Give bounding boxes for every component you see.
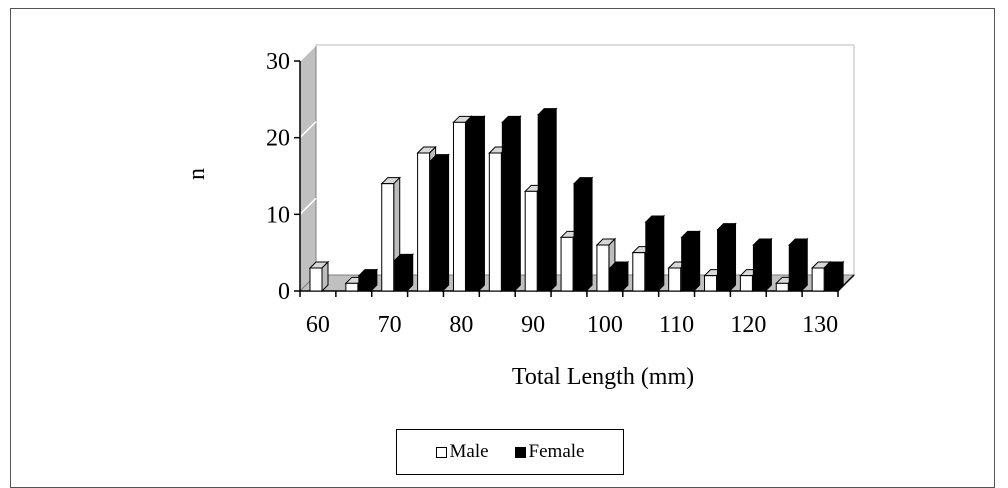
bar-female <box>752 237 773 293</box>
bar-female <box>644 214 666 293</box>
bar-female <box>788 237 809 293</box>
y-tick-label: 20 <box>266 126 290 152</box>
legend-label-male: Male <box>449 441 489 462</box>
male-swatch <box>435 446 447 458</box>
bar-male <box>380 176 401 293</box>
x-tick-label: 70 <box>378 312 402 338</box>
bar-male <box>308 260 330 293</box>
bar-female <box>823 260 845 293</box>
bar-female <box>429 153 450 293</box>
y-axis-title: n <box>184 168 210 180</box>
bar-female <box>465 115 486 293</box>
x-tick-label: 90 <box>521 312 545 338</box>
wall-tick-mark <box>299 197 317 215</box>
x-tick-label: 120 <box>730 312 766 338</box>
female-swatch <box>514 446 526 458</box>
wall-tick-mark <box>299 44 317 62</box>
y-tick-label: 30 <box>266 49 290 75</box>
x-tick-label: 130 <box>802 312 838 338</box>
bar-female <box>393 253 414 293</box>
legend-label-female: Female <box>528 441 585 462</box>
y-tick-label: 0 <box>278 279 290 305</box>
bar-female <box>680 230 701 293</box>
wall-tick-mark <box>299 121 317 139</box>
x-axis-title: Total Length (mm) <box>512 364 694 390</box>
floor-right-edge <box>837 274 855 292</box>
bar-female <box>608 260 630 293</box>
y-tick-label: 10 <box>266 202 290 228</box>
bar-female <box>572 176 594 293</box>
bar-female <box>357 268 379 293</box>
side-wall <box>299 43 317 293</box>
x-tick-label: 60 <box>306 312 330 338</box>
bar-female <box>716 222 737 293</box>
x-tick-label: 100 <box>587 312 623 338</box>
bar-female <box>536 107 558 293</box>
legend: Male Female <box>396 429 624 475</box>
bar-female <box>501 115 522 293</box>
x-tick-label: 110 <box>659 312 694 338</box>
x-tick-label: 80 <box>449 312 473 338</box>
legend-item-female: Female <box>514 441 585 463</box>
legend-item-male: Male <box>435 441 489 463</box>
